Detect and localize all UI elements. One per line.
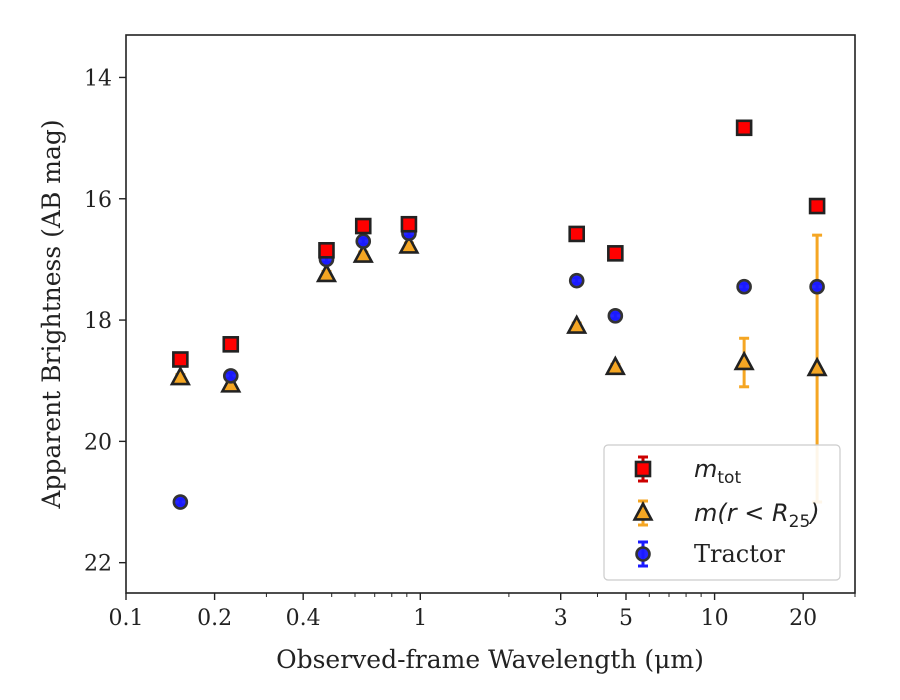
data-point-mtot (172, 351, 189, 368)
x-tick-label: 3 (554, 606, 568, 631)
data-point-mtot (735, 119, 753, 137)
legend-label-mtot: mtot (694, 455, 741, 488)
y-tick-label: 14 (84, 66, 112, 91)
data-point-mtot (808, 197, 826, 215)
data-point-m-r-lt-r25 (566, 314, 588, 334)
legend-label-main: Tractor (694, 540, 785, 568)
data-point-m-r-lt-r25 (352, 243, 374, 263)
data-point-tractor (607, 308, 624, 324)
plot-frame (125, 34, 856, 594)
data-point-mtot (568, 225, 586, 243)
data-point-tractor (222, 368, 239, 384)
x-axis-label: Observed-frame Wavelength (μm) (276, 645, 704, 674)
data-point-m-r-lt-r25 (604, 355, 626, 376)
legend-label-main: m (694, 455, 717, 483)
plot-area (169, 119, 828, 510)
data-point-tractor (568, 272, 585, 289)
legend-marker-mtot (634, 460, 652, 478)
data-point-m-r-lt-r25 (806, 356, 828, 377)
x-tick-label: 10 (701, 606, 729, 631)
data-point-tractor (809, 278, 825, 295)
legend-label-tractor: Tractor (694, 540, 785, 568)
y-axis-ticks: 14 16 18 20 22 (84, 66, 126, 577)
x-tick-label: 1 (413, 606, 427, 631)
x-tick-label: 0.1 (109, 606, 144, 631)
data-point-mtot (400, 215, 418, 233)
x-axis-ticks: 0.1 0.2 0.4 1 3 5 10 20 (109, 593, 856, 631)
legend: mtot m(r < R25) Tractor (603, 444, 841, 581)
x-tick-label: 0.4 (286, 606, 321, 631)
x-tick-label: 5 (619, 606, 633, 631)
data-point-m-r-lt-r25 (398, 234, 420, 254)
y-axis-label: Apparent Brightness (AB mag) (37, 119, 66, 509)
data-point-tractor (736, 278, 752, 295)
data-point-mtot (607, 245, 624, 262)
data-point-m-r-lt-r25 (315, 262, 338, 283)
x-tick-label: 0.2 (197, 606, 232, 631)
legend-box (603, 444, 841, 581)
legend-label-main: m(r < R (694, 499, 789, 527)
y-tick-label: 18 (84, 309, 112, 334)
data-point-m-r-lt-r25 (733, 350, 755, 371)
data-point-mtot (222, 336, 240, 353)
data-point-m-r-lt-r25 (169, 365, 191, 386)
data-point-tractor (355, 233, 372, 250)
y-tick-label: 16 (84, 188, 112, 213)
legend-label-m-r-lt-r25: m(r < R25) (694, 499, 820, 532)
x-tick-label: 20 (789, 606, 817, 631)
legend-label-end: ) (808, 499, 819, 527)
legend-label-subscript: 25 (789, 512, 811, 532)
y-tick-label: 20 (84, 430, 112, 455)
data-point-mtot (354, 217, 372, 235)
data-point-mtot (318, 242, 335, 259)
legend-marker-m-r-lt-r25 (632, 501, 654, 521)
y-tick-label: 22 (84, 552, 112, 577)
legend-label-subscript: tot (717, 468, 741, 488)
data-point-tractor (172, 494, 189, 510)
legend-marker-tractor (635, 546, 651, 562)
